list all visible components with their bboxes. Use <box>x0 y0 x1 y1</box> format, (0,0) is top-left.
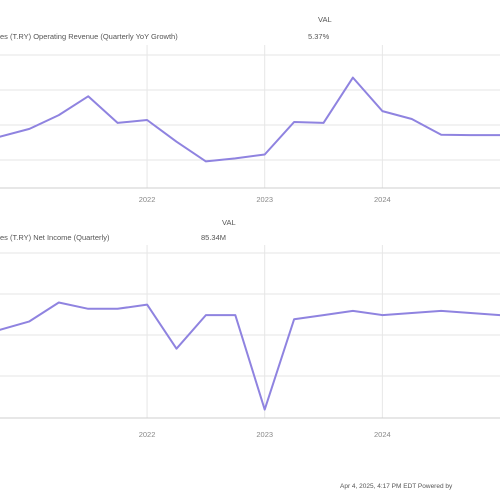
bottom-val-value: 85.34M <box>201 233 226 242</box>
bottom-xtick-label: 2024 <box>374 430 391 439</box>
bottom-series-line <box>0 301 500 411</box>
top-xtick-label: 2024 <box>374 195 391 204</box>
top-xtick-label: 2023 <box>256 195 273 204</box>
bottom-xtick-label: 2023 <box>256 430 273 439</box>
top-xtick-label: 2022 <box>139 195 156 204</box>
top-plot: 2022 2023 2024 <box>0 45 500 204</box>
top-legend-label: es (T.RY) Operating Revenue (Quarterly Y… <box>0 32 178 41</box>
top-val-header: VAL <box>318 15 332 24</box>
bottom-legend-label: es (T.RY) Net Income (Quarterly) <box>0 233 110 242</box>
bottom-val-header: VAL <box>222 218 236 227</box>
bottom-xtick-label: 2022 <box>139 430 156 439</box>
top-series-line <box>0 76 500 163</box>
footer-timestamp: Apr 4, 2025, 4:17 PM EDT Powered by <box>340 483 453 490</box>
bottom-plot: 2022 2023 2024 <box>0 245 500 439</box>
top-val-value: 5.37% <box>308 32 330 41</box>
